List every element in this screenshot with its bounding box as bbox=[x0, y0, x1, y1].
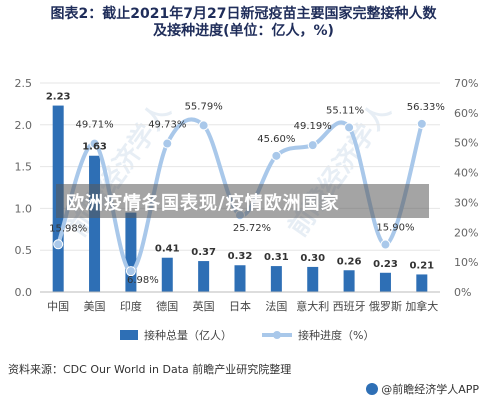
legend-label: 接种总量（亿人） bbox=[144, 328, 232, 342]
x-tick-label: 印度 bbox=[120, 299, 142, 313]
line-data-label: 56.33% bbox=[407, 102, 445, 113]
legend-label: 接种进度（%） bbox=[298, 328, 374, 342]
brand-footer: @前瞻经济学人APP bbox=[366, 381, 479, 397]
line-point bbox=[198, 120, 209, 131]
bar-data-label: 0.26 bbox=[337, 256, 362, 267]
brand-logo-icon bbox=[366, 383, 379, 395]
bar-data-label: 2.23 bbox=[46, 92, 71, 103]
y-right-tick-label: 50% bbox=[454, 137, 478, 150]
y-right-tick-label: 30% bbox=[454, 196, 478, 209]
line-data-label: 15.90% bbox=[376, 223, 414, 234]
line-data-label: 49.73% bbox=[148, 120, 186, 131]
x-tick-label: 美国 bbox=[84, 300, 106, 313]
brand-text: @前瞻经济学人APP bbox=[381, 383, 479, 396]
y-right-tick-label: 0% bbox=[454, 286, 471, 299]
legend-swatch-bar bbox=[120, 330, 138, 340]
bar-data-label: 0.32 bbox=[228, 251, 253, 262]
x-tick-label: 西班牙 bbox=[333, 300, 366, 313]
x-tick-label: 俄罗斯 bbox=[369, 300, 402, 313]
bar bbox=[198, 261, 210, 292]
x-tick-label: 日本 bbox=[229, 299, 251, 313]
legend-swatch-point bbox=[273, 331, 281, 339]
y-left-tick-label: 0.5 bbox=[15, 244, 33, 257]
line-point bbox=[307, 140, 318, 151]
line-data-label: 55.11% bbox=[326, 105, 364, 116]
bar bbox=[343, 270, 355, 292]
y-left-tick-label: 1.0 bbox=[15, 202, 33, 215]
line-point bbox=[416, 118, 427, 129]
x-tick-label: 中国 bbox=[47, 300, 69, 313]
y-right-tick-label: 10% bbox=[454, 256, 478, 269]
y-right-tick-label: 60% bbox=[454, 107, 478, 120]
title-line-1: 图表2：截止2021年7月27日新冠疫苗主要国家完整接种人数 bbox=[50, 6, 437, 22]
x-tick-label: 加拿大 bbox=[405, 299, 438, 313]
x-tick-label: 意大利 bbox=[296, 299, 329, 313]
line-point bbox=[162, 138, 173, 149]
line-data-label: 49.19% bbox=[294, 121, 332, 132]
line-point bbox=[271, 150, 282, 161]
x-tick-label: 法国 bbox=[265, 299, 287, 313]
bar-data-label: 0.21 bbox=[409, 260, 434, 271]
banner-text: 欧洲疫情各国表现/疫情欧洲国家 bbox=[66, 193, 340, 214]
bar bbox=[416, 274, 428, 292]
bar bbox=[307, 266, 319, 292]
bar bbox=[234, 265, 246, 292]
y-right-tick-label: 20% bbox=[454, 226, 478, 239]
bar-data-label: 0.30 bbox=[300, 253, 325, 264]
line-point bbox=[344, 122, 355, 133]
x-tick-label: 德国 bbox=[156, 299, 178, 313]
bar bbox=[379, 272, 391, 292]
bar bbox=[125, 212, 137, 292]
title-line-2: 及接种进度(单位：亿人，%) bbox=[153, 23, 334, 39]
y-right-tick-label: 70% bbox=[454, 77, 478, 90]
bar bbox=[270, 266, 282, 292]
line-data-label: 49.71% bbox=[75, 120, 113, 131]
x-tick-label: 英国 bbox=[193, 299, 215, 313]
y-left-tick-label: 0.0 bbox=[15, 286, 33, 299]
line-point bbox=[53, 239, 64, 250]
line-point bbox=[89, 138, 100, 149]
line-data-label: 15.98% bbox=[49, 223, 87, 234]
bar-data-label: 0.37 bbox=[191, 247, 216, 258]
bar-data-label: 0.31 bbox=[264, 252, 289, 263]
line-point bbox=[380, 239, 391, 250]
line-data-label: 55.79% bbox=[185, 101, 223, 112]
y-left-tick-label: 2.5 bbox=[15, 77, 33, 90]
bar bbox=[161, 257, 173, 292]
y-left-tick-label: 1.5 bbox=[15, 161, 33, 174]
bar-data-label: 0.23 bbox=[373, 259, 398, 270]
y-right-tick-label: 40% bbox=[454, 167, 478, 180]
y-left-tick-label: 2.0 bbox=[15, 119, 33, 132]
source-note: 资料来源：CDC Our World in Data 前瞻产业研究院整理 bbox=[8, 363, 292, 376]
bar-data-label: 0.41 bbox=[155, 244, 180, 255]
bar-data-label: 1.63 bbox=[82, 142, 107, 153]
overlay-banner: 欧洲疫情各国表现/疫情欧洲国家 bbox=[56, 184, 429, 218]
bar bbox=[89, 155, 101, 292]
line-data-label: 45.60% bbox=[257, 134, 295, 145]
line-data-label: 25.72% bbox=[233, 223, 271, 234]
line-data-label: 6.98% bbox=[127, 275, 159, 286]
chart-title: 图表2：截止2021年7月27日新冠疫苗主要国家完整接种人数 及接种进度(单位：… bbox=[0, 6, 487, 40]
line-point bbox=[125, 266, 136, 277]
